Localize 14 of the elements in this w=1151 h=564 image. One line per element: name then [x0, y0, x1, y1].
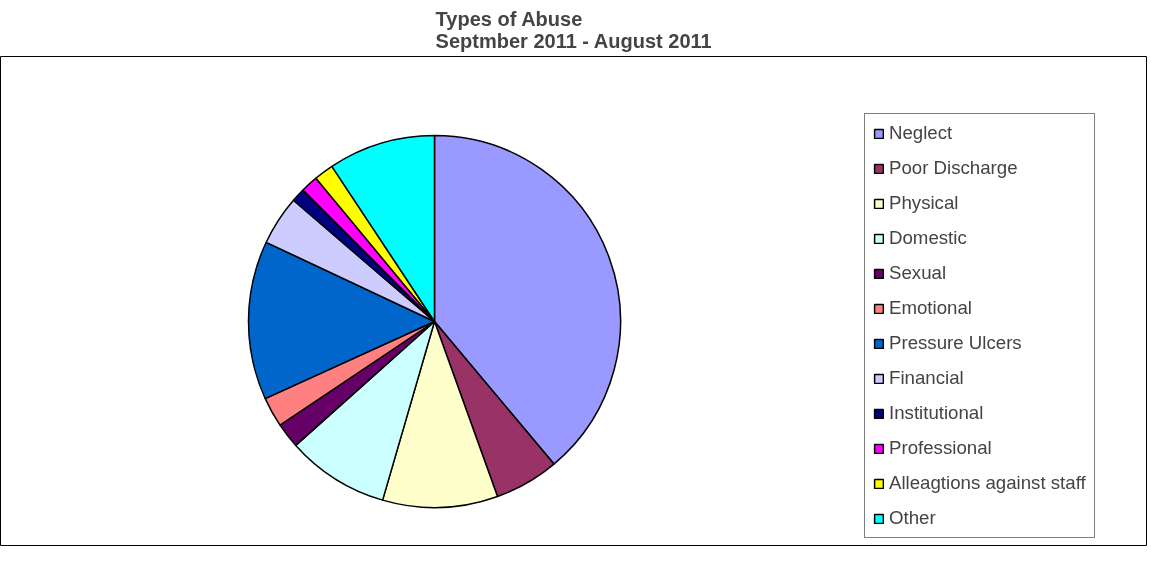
- legend-label: Domestic: [889, 227, 967, 249]
- chart-title: Types of Abuse: [435, 7, 583, 30]
- legend-label: Professional: [889, 437, 992, 459]
- legend-label: Financial: [889, 367, 964, 389]
- legend-label: Sexual: [889, 262, 947, 284]
- legend-label: Emotional: [889, 297, 972, 319]
- legend-label: Pressure Ulcers: [889, 332, 1022, 354]
- legend-label: Neglect: [889, 122, 953, 144]
- legend-label: Other: [889, 507, 936, 529]
- legend-label: Alleagtions against staff: [889, 472, 1086, 494]
- legend-label: Physical: [889, 192, 959, 214]
- legend-label: Poor Discharge: [889, 157, 1018, 179]
- legend-label: Institutional: [889, 402, 984, 424]
- chart-subtitle: Septmber 2011 - August 2011: [435, 29, 712, 52]
